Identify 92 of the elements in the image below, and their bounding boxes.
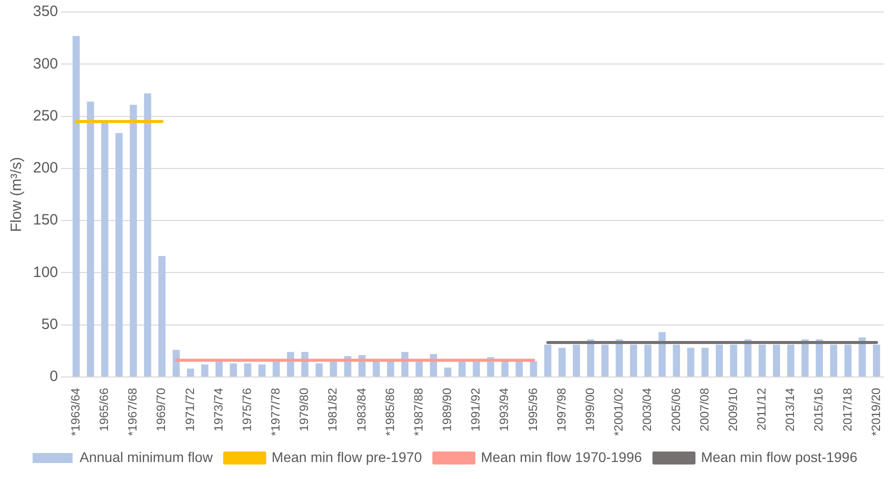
x-tick-label: 1991/92 xyxy=(468,388,483,432)
bar xyxy=(744,339,752,376)
bar xyxy=(544,344,552,376)
bar xyxy=(801,339,809,376)
bar xyxy=(158,256,166,376)
bar xyxy=(130,104,137,376)
x-tick-label: 1965/66 xyxy=(97,388,112,432)
bar xyxy=(216,361,223,376)
bar xyxy=(644,344,652,376)
bar xyxy=(658,332,666,376)
x-tick-label: *1963/64 xyxy=(68,388,82,436)
bar xyxy=(830,344,838,376)
bar xyxy=(172,350,180,376)
x-tick-label: 2005/06 xyxy=(668,388,683,432)
bar xyxy=(458,361,466,376)
x-tick-label: 1969/70 xyxy=(154,388,168,432)
x-tick-label: 1997/98 xyxy=(554,388,568,432)
x-tick-label: 2009/10 xyxy=(726,388,740,432)
bar xyxy=(716,344,723,376)
bar xyxy=(601,344,609,376)
x-tick-label: 1995/96 xyxy=(526,388,540,432)
x-tick-label: 2015/16 xyxy=(812,388,826,432)
bar xyxy=(672,344,680,376)
bar xyxy=(872,344,880,376)
bar xyxy=(101,122,108,376)
x-tick-label: *1967/68 xyxy=(126,388,140,436)
x-tick-label: *1987/88 xyxy=(411,388,426,436)
y-tick-label: 350 xyxy=(32,3,58,20)
bar xyxy=(330,361,338,376)
x-tick-label: *1977/78 xyxy=(268,388,283,436)
y-tick-label: 250 xyxy=(32,107,58,124)
bar xyxy=(572,344,580,376)
bar xyxy=(272,361,280,376)
bar xyxy=(587,339,594,376)
bar xyxy=(616,339,623,376)
x-tick-label: 2003/04 xyxy=(640,388,654,432)
y-tick-label: 300 xyxy=(32,55,58,72)
bar xyxy=(244,363,252,376)
bar xyxy=(816,339,823,376)
y-tick-label: 0 xyxy=(50,368,58,386)
bar xyxy=(230,363,237,376)
bar xyxy=(258,364,266,376)
x-tick-label: *1985/86 xyxy=(382,388,397,436)
bar xyxy=(844,344,852,376)
x-tick-label: 2011/12 xyxy=(754,388,769,430)
legend-label: Mean min flow post-1996 xyxy=(700,448,858,465)
bar xyxy=(730,344,738,376)
x-tick-label: 1979/80 xyxy=(297,388,312,432)
x-tick-label: 1981/82 xyxy=(326,388,340,432)
x-tick-label: 2007/08 xyxy=(697,388,712,432)
x-tick-label: 2017/18 xyxy=(840,388,854,432)
y-axis-title: Flow (m³/s) xyxy=(8,156,26,232)
y-tick-label: 50 xyxy=(41,316,58,333)
bar xyxy=(630,344,638,376)
bar xyxy=(86,102,94,376)
bar xyxy=(501,361,509,376)
legend-label: Mean min flow pre-1970 xyxy=(272,448,422,465)
x-tick-label: 2013/14 xyxy=(783,388,798,432)
x-tick-label: *2019/20 xyxy=(868,388,883,436)
bar xyxy=(416,361,423,376)
bar xyxy=(472,361,480,376)
bar xyxy=(444,368,452,376)
legend-label: Mean min flow 1970-1996 xyxy=(480,448,642,465)
bar xyxy=(115,132,123,376)
bar xyxy=(530,361,538,376)
bar xyxy=(186,368,194,376)
bar xyxy=(758,344,766,376)
bar xyxy=(701,348,709,376)
x-tick-label: 1999/00 xyxy=(583,388,597,432)
x-tick-label: *2001/02 xyxy=(612,388,626,436)
x-tick-label: 1993/94 xyxy=(497,388,512,432)
bar xyxy=(316,363,323,376)
bar xyxy=(144,93,152,376)
legend-label: Annual minimum flow xyxy=(80,448,214,465)
y-tick-label: 200 xyxy=(32,160,58,177)
bar xyxy=(787,344,794,376)
x-tick-label: 1971/72 xyxy=(182,388,197,432)
y-tick-label: 150 xyxy=(32,212,58,229)
x-tick-label: 1989/90 xyxy=(440,388,454,432)
bar xyxy=(687,348,694,376)
bar xyxy=(72,36,80,376)
x-tick-label: 1975/76 xyxy=(240,388,254,432)
bar xyxy=(516,361,523,376)
bar xyxy=(858,337,866,376)
x-tick-label: 1973/74 xyxy=(211,388,226,432)
bar xyxy=(372,361,380,376)
x-tick-label: 1983/84 xyxy=(354,388,368,432)
bar xyxy=(387,361,394,376)
y-tick-label: 100 xyxy=(32,264,58,281)
bar xyxy=(201,364,208,376)
bar xyxy=(558,348,566,376)
bar xyxy=(772,344,780,376)
